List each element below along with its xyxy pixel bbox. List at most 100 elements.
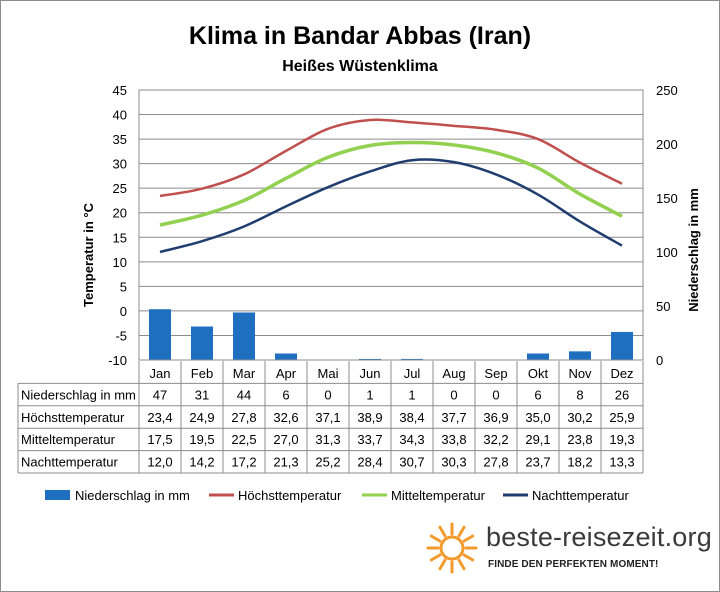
y-tick-right: 100 bbox=[656, 245, 678, 260]
y-tick-left: 15 bbox=[113, 230, 127, 245]
brand-name: beste-reisezeit.org bbox=[486, 522, 712, 552]
x-tick-label: Dez bbox=[610, 366, 633, 381]
table-cell: 32,6 bbox=[273, 410, 298, 425]
table-cell: 25,2 bbox=[315, 455, 340, 470]
y-tick-left: 40 bbox=[113, 108, 127, 123]
precipitation-bars bbox=[149, 309, 633, 360]
y-axis-label-right: Niederschlag in mm bbox=[686, 188, 701, 312]
legend: Niederschlag in mm Höchsttemperatur Mittel… bbox=[45, 488, 629, 503]
chart-subtitle: Heißes Wüstenklima bbox=[282, 58, 438, 75]
table-cell: 19,3 bbox=[609, 432, 634, 447]
grid-lines bbox=[139, 89, 643, 361]
table-cell: 26 bbox=[615, 387, 629, 402]
x-tick-label: Jul bbox=[404, 366, 421, 381]
table-cell: 38,9 bbox=[357, 410, 382, 425]
legend-swatch bbox=[45, 490, 70, 500]
table-cell: 21,3 bbox=[273, 455, 298, 470]
y-tick-left: 0 bbox=[120, 304, 127, 319]
series-line bbox=[159, 140, 623, 227]
table-cell: 1 bbox=[408, 387, 415, 402]
legend-label: Mitteltemperatur bbox=[391, 488, 486, 503]
x-tick-label: Feb bbox=[191, 366, 213, 381]
table-cell: 6 bbox=[282, 387, 289, 402]
y-tick-left: 10 bbox=[113, 255, 127, 270]
table-cell: 0 bbox=[324, 387, 331, 402]
table-cell: 1 bbox=[366, 387, 373, 402]
precip-bar bbox=[149, 309, 171, 360]
sun-ray bbox=[457, 525, 466, 538]
table-cell: 25,9 bbox=[609, 410, 634, 425]
table-cell: 37,1 bbox=[315, 410, 340, 425]
table-cell: 22,5 bbox=[231, 432, 256, 447]
table-cell: 38,4 bbox=[399, 410, 424, 425]
sun-ray bbox=[457, 558, 466, 571]
data-table: Jan Feb Mar Apr Mai Jun Jul Aug Sep Okt Nov Dez Nied… bbox=[17, 361, 644, 474]
y-tick-left: 20 bbox=[113, 206, 127, 221]
table-cell: 0 bbox=[450, 387, 457, 402]
x-tick-label: Okt bbox=[528, 366, 549, 381]
table-cell: 32,2 bbox=[483, 432, 508, 447]
x-tick-label: Aug bbox=[442, 366, 465, 381]
y-tick-right: 250 bbox=[656, 83, 678, 98]
axes: 454035302520151050-5-10250200150100500Te… bbox=[81, 83, 701, 368]
temperature-lines bbox=[159, 118, 623, 254]
y-axis-label-left: Temperatur in °C bbox=[81, 202, 96, 307]
table-cell: 47 bbox=[153, 387, 167, 402]
precip-bar bbox=[233, 312, 255, 360]
table-cell: 6 bbox=[534, 387, 541, 402]
y-tick-right: 0 bbox=[656, 353, 663, 368]
y-tick-left: 30 bbox=[113, 157, 127, 172]
table-cell: 35,0 bbox=[525, 410, 550, 425]
table-cell: 14,2 bbox=[189, 455, 214, 470]
table-cell: 23,4 bbox=[147, 410, 172, 425]
table-cell: 17,5 bbox=[147, 432, 172, 447]
x-tick-label: Mar bbox=[233, 366, 256, 381]
table-cell: 29,1 bbox=[525, 432, 550, 447]
sun-ray bbox=[438, 525, 447, 538]
x-tick-label: Sep bbox=[484, 366, 507, 381]
brand-tagline: FINDE DEN PERFEKTEN MOMENT! bbox=[488, 559, 659, 570]
table-row-label: Niederschlag in mm bbox=[21, 387, 136, 402]
table-row-label: Nachttemperatur bbox=[21, 455, 118, 470]
x-tick-label: Nov bbox=[568, 366, 592, 381]
series-line bbox=[159, 118, 623, 198]
sun-ray bbox=[462, 534, 475, 543]
table-cell: 27,8 bbox=[483, 455, 508, 470]
table-cell: 30,7 bbox=[399, 455, 424, 470]
sun-ray bbox=[438, 558, 447, 571]
table-row-label: Mitteltemperatur bbox=[21, 432, 116, 447]
table-cell: 18,2 bbox=[567, 455, 592, 470]
legend-label: Höchsttemperatur bbox=[238, 488, 342, 503]
sun-ray bbox=[429, 553, 442, 562]
y-tick-left: 25 bbox=[113, 181, 127, 196]
table-cell: 8 bbox=[576, 387, 583, 402]
table-cell: 12,0 bbox=[147, 455, 172, 470]
series-line bbox=[159, 158, 623, 254]
sun-disc bbox=[439, 535, 465, 561]
precip-bar bbox=[275, 353, 297, 360]
table-cell: 36,9 bbox=[483, 410, 508, 425]
table-cell: 24,9 bbox=[189, 410, 214, 425]
y-tick-right: 150 bbox=[656, 191, 678, 206]
y-tick-left: 35 bbox=[113, 132, 127, 147]
table-cell: 34,3 bbox=[399, 432, 424, 447]
precip-bar bbox=[569, 351, 591, 360]
table-cell: 30,2 bbox=[567, 410, 592, 425]
sun-ray bbox=[429, 534, 442, 543]
table-cell: 27,8 bbox=[231, 410, 256, 425]
table-cell: 17,2 bbox=[231, 455, 256, 470]
table-cell: 33,7 bbox=[357, 432, 382, 447]
table-cell: 31 bbox=[195, 387, 209, 402]
y-tick-left: 45 bbox=[113, 83, 127, 98]
table-cell: 30,3 bbox=[441, 455, 466, 470]
x-tick-label: Jun bbox=[360, 366, 381, 381]
table-cell: 23,7 bbox=[525, 455, 550, 470]
table-row-label: Höchsttemperatur bbox=[21, 410, 125, 425]
precip-bar bbox=[527, 353, 549, 360]
sun-logo-icon bbox=[426, 522, 478, 574]
x-tick-label: Jan bbox=[150, 366, 171, 381]
table-cell: 23,8 bbox=[567, 432, 592, 447]
table-cell: 28,4 bbox=[357, 455, 382, 470]
sun-ray bbox=[462, 553, 475, 562]
precip-bar bbox=[191, 326, 213, 360]
